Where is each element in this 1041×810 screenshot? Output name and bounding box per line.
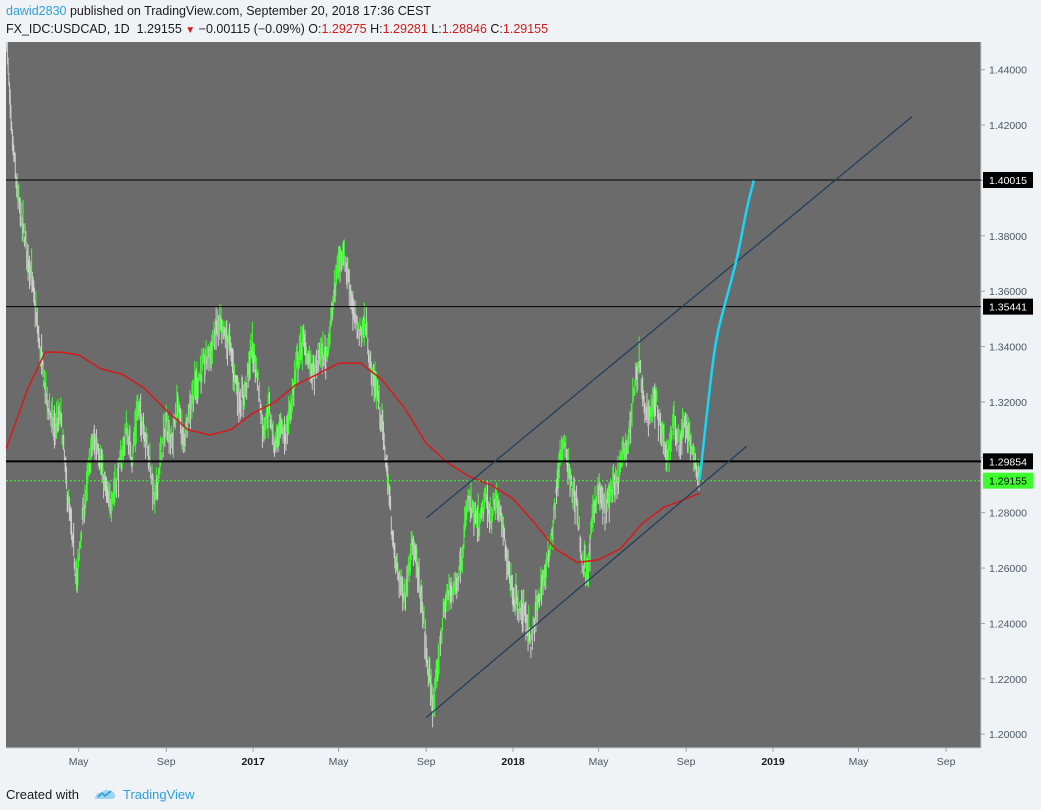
y-tick-label: 1.26000	[989, 563, 1027, 575]
y-tick-label: 1.22000	[989, 674, 1027, 686]
price-axis[interactable]	[981, 42, 1036, 774]
y-tick-label: 1.36000	[989, 286, 1027, 298]
y-tick-label: 1.42000	[989, 120, 1027, 132]
high-label: H:	[370, 22, 383, 36]
y-tick-label: 1.44000	[989, 65, 1027, 77]
close-value: 1.29155	[502, 22, 549, 36]
down-arrow-icon: ▼	[185, 25, 196, 36]
low-label: L:	[431, 22, 442, 36]
x-tick-label: May	[589, 756, 610, 768]
moving-average-line	[5, 351, 700, 564]
channel-lower-line	[425, 445, 748, 719]
levels-layer	[6, 179, 981, 482]
high-value: 1.29281	[382, 22, 428, 36]
y-tick-label: 1.32000	[989, 397, 1027, 409]
current-price-tag	[983, 472, 1033, 489]
price-change: −0.00115 (−0.09%)	[198, 22, 305, 36]
low-value: 1.28846	[441, 22, 487, 36]
level-price-tag	[983, 172, 1033, 189]
author-link[interactable]: dawid2830	[6, 4, 67, 18]
level-price-tag	[983, 298, 1033, 315]
open-label: O:	[308, 22, 322, 36]
x-tick-label: 2019	[761, 756, 785, 768]
open-value: 1.29275	[321, 22, 367, 36]
level-price-label: 1.40015	[989, 175, 1027, 187]
symbol-label: FX_IDC:USDCAD, 1D	[6, 22, 130, 36]
symbol-info: FX_IDC:USDCAD, 1D 1.29155 ▼ −0.00115 (−0…	[6, 22, 548, 36]
y-tick-label: 1.24000	[989, 618, 1027, 630]
level-price-tag	[983, 453, 1033, 470]
x-tick-label: Sep	[937, 756, 956, 768]
tradingview-brand: TradingView	[122, 786, 195, 802]
current-price-label: 1.29155	[989, 476, 1027, 488]
last-price: 1.29155	[136, 22, 182, 36]
x-tick-label: Sep	[157, 756, 176, 768]
publish-info: dawid2830 published on TradingView.com, …	[6, 4, 431, 18]
chart-container[interactable]: 1.200001.220001.240001.260001.280001.300…	[5, 24, 1036, 774]
level-price-label: 1.35441	[989, 302, 1027, 314]
channel-upper-line	[425, 116, 913, 519]
projection-curve	[698, 180, 756, 480]
x-tick-label: May	[329, 756, 350, 768]
x-tick-label: May	[69, 756, 90, 768]
chart-header: dawid2830 published on TradingView.com, …	[6, 4, 1036, 40]
x-tick-label: 2017	[241, 756, 265, 768]
x-axis-ticks: May Sep 2017 May Sep 2018 May Sep 2019 May Sep	[69, 748, 956, 768]
projection-layer	[698, 180, 756, 480]
x-tick-label: Sep	[677, 756, 696, 768]
close-label: C:	[490, 22, 503, 36]
footer: Created with TradingView	[6, 784, 195, 804]
price-chart[interactable]: 1.200001.220001.240001.260001.280001.300…	[5, 24, 1036, 774]
price-bars	[5, 24, 700, 728]
plot-area[interactable]	[6, 42, 981, 748]
tradingview-logo-icon	[94, 789, 115, 799]
moving-average-layer	[5, 351, 700, 564]
created-with-text: Created with	[6, 786, 79, 802]
tradingview-link[interactable]: TradingView	[93, 787, 195, 802]
price-labels: 1.40015 1.35441 1.29854 1.29155	[983, 172, 1033, 489]
time-axis[interactable]	[6, 748, 981, 774]
y-tick-label: 1.34000	[989, 342, 1027, 354]
channel-layer	[425, 116, 913, 719]
x-tick-label: May	[849, 756, 870, 768]
x-tick-label: 2018	[501, 756, 525, 768]
x-tick-label: Sep	[417, 756, 436, 768]
level-price-label: 1.29854	[989, 456, 1027, 468]
y-tick-label: 1.20000	[989, 729, 1027, 741]
published-text: published on TradingView.com, September …	[69, 4, 432, 18]
y-tick-label: 1.28000	[989, 508, 1027, 520]
y-tick-label: 1.38000	[989, 231, 1027, 243]
